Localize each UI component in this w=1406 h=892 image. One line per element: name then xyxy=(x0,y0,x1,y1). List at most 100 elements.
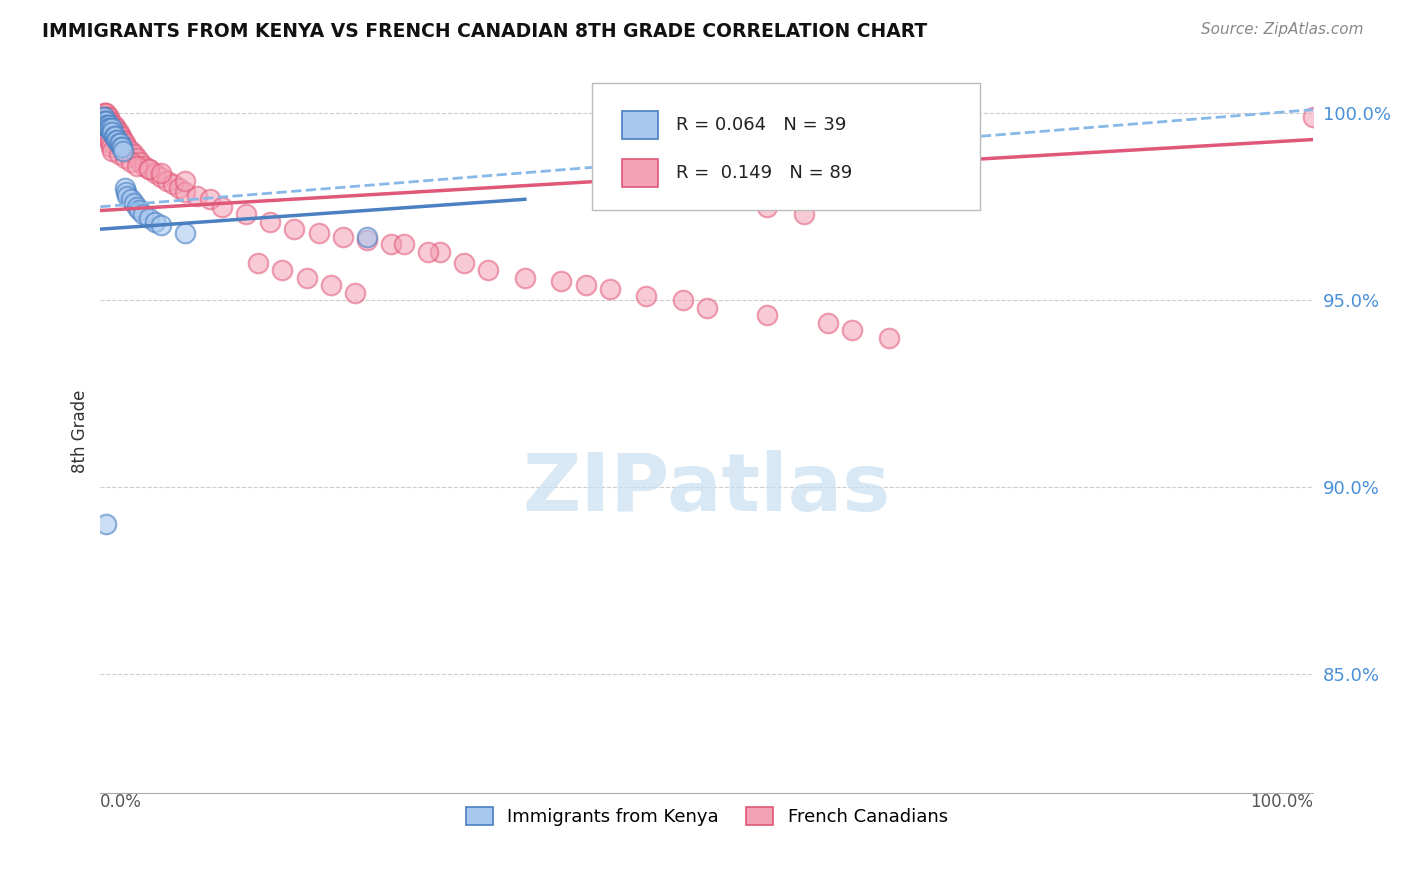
Point xyxy=(94,106,117,120)
Point xyxy=(150,166,173,180)
Point xyxy=(198,192,221,206)
Point xyxy=(125,151,148,165)
Point xyxy=(91,110,114,124)
Point xyxy=(96,113,118,128)
Point xyxy=(100,140,122,154)
Legend: Immigrants from Kenya, French Canadians: Immigrants from Kenya, French Canadians xyxy=(457,797,957,835)
Point xyxy=(115,140,138,154)
Point xyxy=(156,173,179,187)
Point xyxy=(756,200,779,214)
Point xyxy=(97,118,120,132)
Point xyxy=(138,162,160,177)
Point xyxy=(550,275,572,289)
Point xyxy=(453,256,475,270)
Point xyxy=(97,113,120,128)
Point xyxy=(636,289,658,303)
Point xyxy=(138,211,160,225)
Text: 100.0%: 100.0% xyxy=(1250,793,1313,812)
Point xyxy=(132,159,155,173)
Point xyxy=(186,188,208,202)
Point xyxy=(97,113,120,128)
Point xyxy=(308,226,330,240)
Point xyxy=(96,125,118,139)
Point xyxy=(107,125,129,139)
Point xyxy=(97,110,120,124)
Point xyxy=(696,301,718,315)
Point xyxy=(104,128,127,143)
Point xyxy=(138,162,160,177)
Point xyxy=(120,155,142,169)
Point xyxy=(162,178,184,192)
Point xyxy=(283,222,305,236)
Point xyxy=(877,330,900,344)
Point xyxy=(295,270,318,285)
Point xyxy=(129,155,152,169)
Point xyxy=(97,110,120,124)
FancyBboxPatch shape xyxy=(592,83,980,210)
Point xyxy=(356,233,378,247)
Point xyxy=(101,118,124,132)
Point xyxy=(174,226,197,240)
Point xyxy=(416,244,439,259)
Point xyxy=(93,118,115,132)
Point xyxy=(93,113,115,128)
Text: R =  0.149   N = 89: R = 0.149 N = 89 xyxy=(676,164,853,182)
Point xyxy=(110,128,132,143)
Point xyxy=(125,159,148,173)
Point xyxy=(793,207,815,221)
Point xyxy=(98,121,121,136)
Y-axis label: 8th Grade: 8th Grade xyxy=(72,389,89,473)
Point xyxy=(115,188,138,202)
Point xyxy=(111,140,134,154)
Point xyxy=(97,128,120,143)
Point xyxy=(271,263,294,277)
Point xyxy=(319,278,342,293)
Point xyxy=(93,121,115,136)
Point xyxy=(150,169,173,184)
Point xyxy=(97,132,120,146)
Point xyxy=(96,110,118,124)
Text: Source: ZipAtlas.com: Source: ZipAtlas.com xyxy=(1201,22,1364,37)
Point xyxy=(150,219,173,233)
Point xyxy=(380,237,402,252)
Point xyxy=(110,140,132,154)
Point xyxy=(100,125,122,139)
Point xyxy=(124,147,146,161)
Point xyxy=(235,207,257,221)
Point xyxy=(103,128,125,143)
Point xyxy=(104,121,127,136)
Point xyxy=(120,192,142,206)
Point xyxy=(114,181,136,195)
Point xyxy=(105,125,128,139)
Point xyxy=(111,132,134,146)
Point xyxy=(91,118,114,132)
Point xyxy=(112,144,135,158)
Point xyxy=(103,118,125,132)
Point xyxy=(96,113,118,128)
Point xyxy=(125,200,148,214)
Point xyxy=(96,517,118,532)
Point xyxy=(94,118,117,132)
Point xyxy=(94,121,117,136)
Point xyxy=(756,308,779,322)
Text: ZIPatlas: ZIPatlas xyxy=(523,450,891,528)
Point xyxy=(841,323,863,337)
Point xyxy=(143,166,166,180)
Point xyxy=(344,285,367,300)
Point xyxy=(108,128,131,143)
Point xyxy=(128,203,150,218)
Point xyxy=(96,106,118,120)
Point xyxy=(114,151,136,165)
FancyBboxPatch shape xyxy=(621,112,658,139)
Point xyxy=(174,185,197,199)
Point xyxy=(167,181,190,195)
Point xyxy=(93,106,115,120)
Point xyxy=(259,215,281,229)
Point xyxy=(97,121,120,136)
Point xyxy=(247,256,270,270)
Point xyxy=(114,185,136,199)
Point xyxy=(124,196,146,211)
Point xyxy=(93,110,115,124)
Point xyxy=(93,118,115,132)
Point xyxy=(143,215,166,229)
